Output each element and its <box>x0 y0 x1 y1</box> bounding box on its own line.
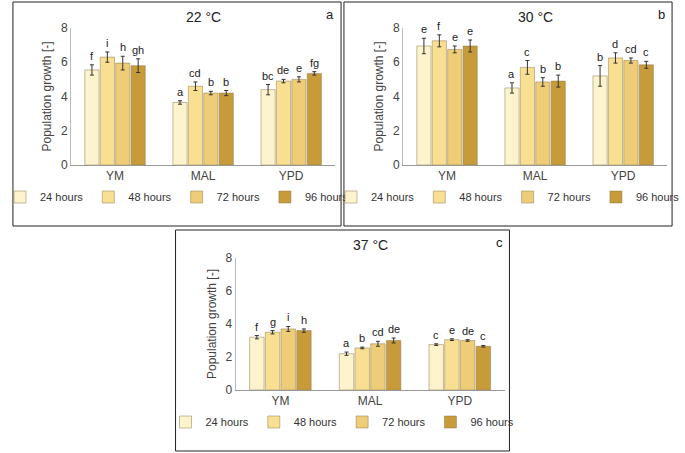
svg-text:48 hours: 48 hours <box>294 416 337 428</box>
svg-text:4: 4 <box>225 317 232 331</box>
svg-text:c: c <box>433 329 439 341</box>
svg-text:c: c <box>480 330 486 342</box>
svg-text:48 hours: 48 hours <box>128 191 171 203</box>
svg-text:8: 8 <box>225 251 232 265</box>
svg-text:e: e <box>467 25 473 37</box>
svg-text:4: 4 <box>393 90 400 104</box>
svg-text:gh: gh <box>132 44 144 56</box>
svg-text:a: a <box>508 68 515 80</box>
svg-text:a: a <box>326 7 334 22</box>
svg-text:30 °C: 30 °C <box>518 9 553 25</box>
svg-text:72 hours: 72 hours <box>217 191 260 203</box>
svg-text:a: a <box>177 86 184 98</box>
svg-text:b: b <box>208 76 214 88</box>
svg-text:6: 6 <box>393 55 400 69</box>
svg-text:MAL: MAL <box>358 394 383 408</box>
svg-text:b: b <box>359 332 365 344</box>
svg-text:24 hours: 24 hours <box>40 191 83 203</box>
svg-text:96 hours: 96 hours <box>305 191 348 203</box>
svg-text:c: c <box>524 46 530 58</box>
svg-text:g: g <box>270 316 276 328</box>
svg-text:a: a <box>343 337 350 349</box>
svg-text:24 hours: 24 hours <box>371 191 414 203</box>
svg-text:cd: cd <box>625 43 637 55</box>
svg-text:e: e <box>452 31 458 43</box>
svg-text:cd: cd <box>372 326 384 338</box>
svg-text:b: b <box>597 51 603 63</box>
svg-text:48 hours: 48 hours <box>459 191 502 203</box>
svg-text:e: e <box>449 324 455 336</box>
svg-text:Population growth [-]: Population growth [-] <box>372 41 386 151</box>
svg-text:6: 6 <box>61 55 68 69</box>
svg-text:0: 0 <box>393 158 400 172</box>
svg-text:fg: fg <box>310 57 319 69</box>
svg-text:c: c <box>643 46 649 58</box>
svg-text:72 hours: 72 hours <box>548 191 591 203</box>
svg-text:de: de <box>462 325 474 337</box>
svg-text:0: 0 <box>225 383 232 397</box>
svg-text:i: i <box>106 37 108 49</box>
svg-text:YM: YM <box>106 169 124 183</box>
svg-text:2: 2 <box>61 124 68 138</box>
svg-text:72 hours: 72 hours <box>382 416 425 428</box>
svg-text:6: 6 <box>225 284 232 298</box>
svg-text:MAL: MAL <box>191 169 216 183</box>
svg-text:e: e <box>296 62 302 74</box>
svg-text:h: h <box>120 41 126 53</box>
svg-text:YPD: YPD <box>447 394 472 408</box>
svg-text:b: b <box>658 7 665 22</box>
svg-text:8: 8 <box>393 21 400 35</box>
svg-text:2: 2 <box>393 124 400 138</box>
svg-text:de: de <box>388 323 400 335</box>
svg-text:24 hours: 24 hours <box>206 416 249 428</box>
svg-text:b: b <box>540 63 546 75</box>
svg-text:YPD: YPD <box>611 169 636 183</box>
svg-text:0: 0 <box>61 158 68 172</box>
svg-text:d: d <box>612 38 618 50</box>
svg-text:Population growth [-]: Population growth [-] <box>205 269 219 379</box>
svg-text:YM: YM <box>438 169 456 183</box>
svg-text:37 °C: 37 °C <box>353 237 388 253</box>
svg-text:YM: YM <box>271 394 289 408</box>
svg-text:8: 8 <box>61 21 68 35</box>
svg-text:de: de <box>277 64 289 76</box>
svg-text:22 °C: 22 °C <box>186 9 221 25</box>
svg-text:i: i <box>287 311 289 323</box>
svg-text:Population growth [-]: Population growth [-] <box>40 41 54 151</box>
svg-text:cd: cd <box>189 67 201 79</box>
svg-text:96 hours: 96 hours <box>470 416 513 428</box>
svg-text:e: e <box>421 23 427 35</box>
svg-text:b: b <box>555 60 561 72</box>
svg-text:c: c <box>496 235 503 250</box>
svg-text:2: 2 <box>225 350 232 364</box>
svg-text:h: h <box>301 314 307 326</box>
svg-text:f: f <box>255 321 259 333</box>
svg-text:bc: bc <box>262 70 274 82</box>
svg-text:YPD: YPD <box>279 169 304 183</box>
svg-text:b: b <box>223 76 229 88</box>
svg-text:f: f <box>437 20 441 32</box>
svg-text:96 hours: 96 hours <box>636 191 679 203</box>
svg-text:MAL: MAL <box>523 169 548 183</box>
svg-text:4: 4 <box>61 90 68 104</box>
svg-text:f: f <box>90 50 94 62</box>
